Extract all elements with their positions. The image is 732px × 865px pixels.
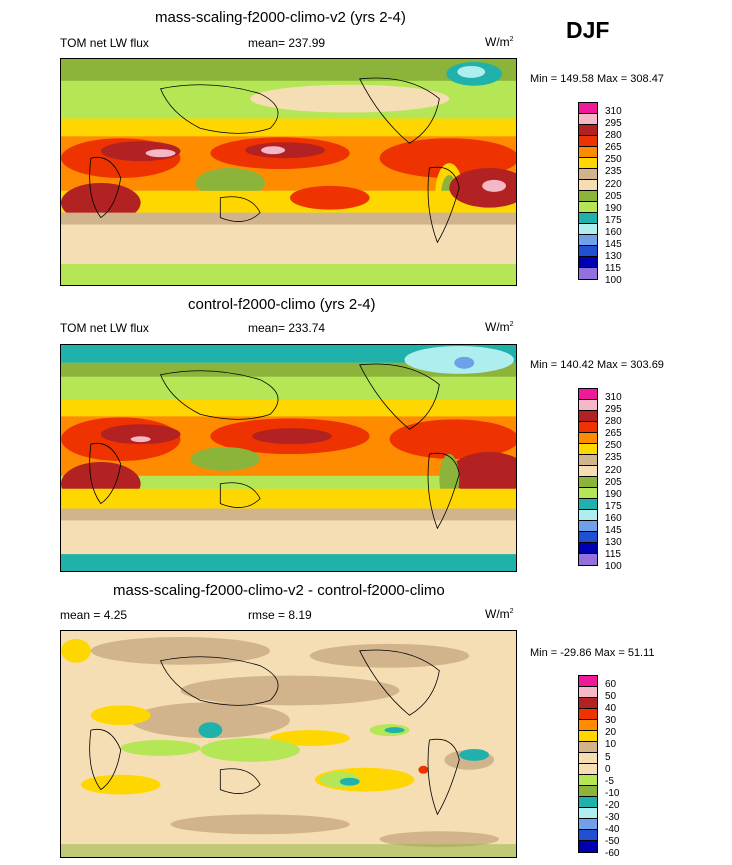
panel-3-colorbar-labels: 60 50 40 30 20 10 5 0 -5 -10 -20 -30 -40… — [605, 679, 619, 860]
colorbar-tick-label: 115 — [605, 263, 621, 275]
colorbar-tick-label: 295 — [605, 118, 622, 130]
colorbar-tick-label: 100 — [605, 275, 622, 287]
colorbar-tick-label: 295 — [605, 404, 622, 416]
colorbar-tick-label: 265 — [605, 428, 622, 440]
panel-1-minmax: Min = 149.58 Max = 308.47 — [530, 73, 664, 85]
panel-1-colorbar-labels: 310 295 280 265 250 235 220 205 190 175 … — [605, 106, 622, 287]
colorbar-tick-label: 175 — [605, 500, 622, 512]
panel-3-colorbar — [578, 675, 598, 853]
colorbar-tick-label: 280 — [605, 416, 622, 428]
panel-2-mean-label: mean= 233.74 — [248, 321, 326, 335]
colorbar-tick-label: 40 — [605, 703, 617, 715]
colorbar-tick-label: 220 — [605, 464, 622, 476]
colorbar-tick-label: 30 — [605, 715, 617, 727]
colorbar-tick-label: 160 — [605, 226, 622, 238]
colorbar-tick-label: 0 — [605, 763, 611, 775]
colorbar-tick-label: 130 — [605, 537, 622, 549]
colorbar-tick-label: 60 — [605, 679, 617, 690]
colorbar-tick-label: 205 — [605, 190, 622, 202]
panel-3-map-plot — [61, 631, 516, 857]
colorbar-tick-label: 190 — [605, 202, 622, 214]
panel-3-minmax: Min = -29.86 Max = 51.11 — [530, 647, 655, 659]
colorbar-tick-label: 160 — [605, 512, 622, 524]
colorbar-tick-label: 265 — [605, 142, 622, 154]
season-label: DJF — [566, 17, 610, 43]
colorbar-tick-label: -60 — [605, 848, 620, 860]
colorbar-tick-label: -40 — [605, 824, 620, 836]
panel-1-map — [60, 58, 517, 286]
panel-1-colorbar — [578, 102, 598, 280]
panel-1-variable-label: TOM net LW flux — [60, 36, 149, 50]
panel-3-units: W/m2 — [485, 607, 514, 621]
colorbar-tick-label: 310 — [605, 392, 622, 403]
colorbar-tick-label: -10 — [605, 787, 620, 799]
colorbar-tick-label: 235 — [605, 166, 622, 178]
panel-2-map — [60, 344, 517, 572]
panel-1-title: mass-scaling-f2000-climo-v2 (yrs 2-4) — [155, 9, 406, 26]
colorbar-tick-label: 280 — [605, 130, 622, 142]
colorbar-tick-label: 50 — [605, 691, 617, 703]
colorbar-tick-label: 310 — [605, 106, 622, 117]
panel-1-mean-label: mean= 237.99 — [248, 36, 326, 50]
colorbar-tick-label: -20 — [605, 799, 620, 811]
colorbar-tick-label: 205 — [605, 476, 622, 488]
panel-1-map-plot — [61, 59, 516, 285]
colorbar-tick-label: 190 — [605, 488, 622, 500]
colorbar-tick-label: 100 — [605, 561, 622, 573]
colorbar-tick-label: -50 — [605, 836, 620, 848]
colorbar-tick-label: 10 — [605, 739, 617, 751]
panel-2-minmax: Min = 140.42 Max = 303.69 — [530, 359, 664, 371]
panel-2-title: control-f2000-climo (yrs 2-4) — [188, 296, 376, 313]
panel-3-title: mass-scaling-f2000-climo-v2 - control-f2… — [113, 582, 445, 599]
colorbar-tick-label: 220 — [605, 178, 622, 190]
colorbar-tick-label: 175 — [605, 214, 622, 226]
colorbar-tick-label: -5 — [605, 775, 614, 787]
panel-2-variable-label: TOM net LW flux — [60, 321, 149, 335]
colorbar-tick-label: 115 — [605, 549, 621, 561]
colorbar-tick-label: 145 — [605, 239, 622, 251]
colorbar-tick-label: 5 — [605, 751, 611, 763]
panel-1-units: W/m2 — [485, 35, 514, 49]
panel-2-map-plot — [61, 345, 516, 571]
colorbar-tick-label: 20 — [605, 727, 617, 739]
panel-2-units: W/m2 — [485, 320, 514, 334]
panel-2-colorbar — [578, 388, 598, 566]
panel-3-mean-label: mean = 4.25 — [60, 608, 128, 622]
colorbar-tick-label: 250 — [605, 440, 622, 452]
colorbar-tick-label: 250 — [605, 154, 622, 166]
panel-3-rmse-label: rmse = 8.19 — [248, 608, 312, 622]
panel-2-colorbar-labels: 310 295 280 265 250 235 220 205 190 175 … — [605, 392, 622, 573]
colorbar-tick-label: 145 — [605, 525, 622, 537]
colorbar-tick-label: 130 — [605, 251, 622, 263]
colorbar-tick-label: 235 — [605, 452, 622, 464]
panel-3-map — [60, 630, 517, 858]
colorbar-tick-label: -30 — [605, 812, 620, 824]
